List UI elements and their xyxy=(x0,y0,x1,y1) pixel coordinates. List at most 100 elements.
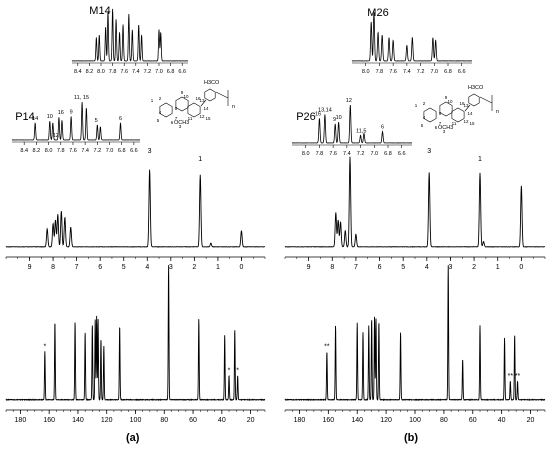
c13-b-tick-label: 100 xyxy=(409,417,421,424)
h1-a-repeat-n: n xyxy=(232,104,235,110)
h1-a-tick-label: 9 xyxy=(28,264,32,271)
h1-a-monomer-tick-label: 7.6 xyxy=(120,69,128,75)
h1-b-peak-label: 3 xyxy=(427,148,431,155)
h1-b-tick-label: 9 xyxy=(307,264,311,271)
c13-a-impurity-marker: * xyxy=(236,368,239,375)
h1-b-ome-top: H3CO xyxy=(468,85,484,91)
h1-a-tick-label: 7 xyxy=(75,264,79,271)
c13-a-tick-label: 20 xyxy=(247,417,255,424)
h1-a-chain-bond xyxy=(215,91,229,99)
h1-b-atom-label: 6 xyxy=(435,125,438,130)
h1-b-inset-peak-label: 6 xyxy=(381,125,384,131)
h1-b-ome-bottom: OCH3 xyxy=(438,125,453,131)
h1-b-tick-label: 0 xyxy=(519,264,523,271)
h1-a-inset-title: P14 xyxy=(15,111,35,123)
h1-b-atom-label: 1 xyxy=(415,103,418,108)
h1-b-ring-b xyxy=(439,101,453,117)
h1-a-atom-label: 11 xyxy=(188,116,193,121)
h1-b-atom-label: 14 xyxy=(467,111,473,116)
h1-a-inset-tick-label: 8.4 xyxy=(20,148,28,154)
h1-b-inset-tick-label: 7.4 xyxy=(343,151,351,157)
h1-b-repeat-n: n xyxy=(496,109,499,115)
h1-b-monomer-tick-label: 7.4 xyxy=(403,69,411,75)
h1-b-inset-tick-label: 7.0 xyxy=(370,151,378,157)
h1-b-atom-label: 4 xyxy=(423,115,426,120)
h1-b-monomer-tick-label: 7.8 xyxy=(376,69,384,75)
h1-a-monomer-tick-label: 7.8 xyxy=(109,69,117,75)
h1-a-tick-label: 0 xyxy=(240,264,244,271)
h1-a-inset-tick-label: 7.4 xyxy=(81,148,89,154)
c13-a-tick-label: 180 xyxy=(15,417,27,424)
h1-a-atom-label: 9 xyxy=(181,90,184,95)
h1-a-monomer-tick-label: 6.6 xyxy=(178,69,186,75)
h1-a-atom-label: 5 xyxy=(157,118,160,123)
h1-a-monomer-tick-label: 7.4 xyxy=(132,69,140,75)
c13-b-impurity-marker: ** xyxy=(324,343,330,350)
h1-b-inset-tick-label: 7.2 xyxy=(357,151,365,157)
c13-a-trace xyxy=(5,265,266,402)
h1-a-inset-peak-label: 11, 15 xyxy=(74,95,89,101)
h1-a-atom-label: 1 xyxy=(151,98,154,103)
h1-b-atom-label: 3 xyxy=(443,129,446,134)
h1-a-atom-label: 3 xyxy=(179,124,182,129)
h1-a-inset-trace xyxy=(11,102,141,141)
h1-a-peak-label: 3 xyxy=(148,148,152,155)
h1-b-monomer-trace xyxy=(351,12,473,62)
h1-a-tick-label: 6 xyxy=(98,264,102,271)
h1-a-inset-tick-label: 7.6 xyxy=(69,148,77,154)
h1-b-trace xyxy=(284,156,546,248)
h1-a-inset-peak-label: 12 xyxy=(53,133,59,139)
h1-b-inset-tick-label: 7.6 xyxy=(329,151,337,157)
h1-a-inset-peak-label: 16 xyxy=(58,110,64,116)
c13-b-trace xyxy=(284,265,546,402)
h1-b-atom-label: 15 xyxy=(469,121,475,126)
c13-b-tick-label: 20 xyxy=(527,417,535,424)
h1-a-atom-label: 7 xyxy=(175,116,178,121)
h1-a-atom-label: 8 xyxy=(175,106,178,111)
h1-a-inset-peak-label: 9 xyxy=(70,109,73,115)
h1-a-inset-tick-label: 8.0 xyxy=(45,148,53,154)
c13-a-tick-label: 40 xyxy=(218,417,226,424)
c13-a-tick-label: 80 xyxy=(160,417,168,424)
h1-b-atom-label: 9 xyxy=(445,95,448,100)
h1-b-inset-tick-label: 6.8 xyxy=(384,151,392,157)
c13-a-tick-label: 60 xyxy=(189,417,197,424)
h1-a-inset-tick-label: 7.2 xyxy=(94,148,102,154)
h1-a-monomer-tick-label: 7.2 xyxy=(144,69,152,75)
h1-b-monomer-tick-label: 7.0 xyxy=(430,69,438,75)
h1-a-monomer-title: M14 xyxy=(89,5,110,17)
c13-b-tick-label: 180 xyxy=(294,417,306,424)
c13-a-tick-label: 140 xyxy=(72,417,84,424)
h1-a-inset-tick-label: 7.0 xyxy=(106,148,114,154)
h1-b-inset-tick-label: 6.6 xyxy=(398,151,406,157)
h1-b-atom-label: 16 xyxy=(459,101,465,106)
h1-b-tick-label: 1 xyxy=(496,264,500,271)
c13-b-tick-label: 120 xyxy=(380,417,392,424)
h1-a-atom-label: 15 xyxy=(205,116,211,121)
h1-a-atom-label: 14 xyxy=(203,106,209,111)
h1-a-inset-peak-label: 10 xyxy=(47,114,53,120)
h1-a-inset-peak-label: 5 xyxy=(95,118,98,124)
c13-b-impurity-marker: ** xyxy=(515,373,521,380)
h1-b-monomer-tick-label: 6.8 xyxy=(444,69,452,75)
c13-b-tick-label: 160 xyxy=(322,417,334,424)
h1-a-atom-label: 13 xyxy=(199,98,205,103)
h1-a-ring-c xyxy=(187,102,201,118)
h1-a-trace xyxy=(5,169,266,248)
h1-a-vinyl-bond xyxy=(200,99,207,107)
h1-b-atom-label: 5 xyxy=(421,123,424,128)
h1-b-chain-bond xyxy=(479,96,493,104)
h1-b-atom-label: 2 xyxy=(423,101,426,106)
h1-a-inset-tick-label: 8.2 xyxy=(33,148,41,154)
h1-b-inset-tick-label: 8.0 xyxy=(302,151,310,157)
h1-b-tick-label: 5 xyxy=(401,264,405,271)
h1-a-monomer-tick-label: 8.4 xyxy=(74,69,82,75)
h1-b-inset-peak-label: 9 xyxy=(333,117,336,123)
h1-a-monomer-tick-label: 7.0 xyxy=(155,69,163,75)
h1-b-atom-label: 12 xyxy=(463,119,469,124)
h1-a-ring-a xyxy=(159,102,173,118)
h1-a-tick-label: 3 xyxy=(169,264,173,271)
h1-a-atom-label: 2 xyxy=(159,96,162,101)
h1-b-atom-label: 10 xyxy=(447,99,453,104)
